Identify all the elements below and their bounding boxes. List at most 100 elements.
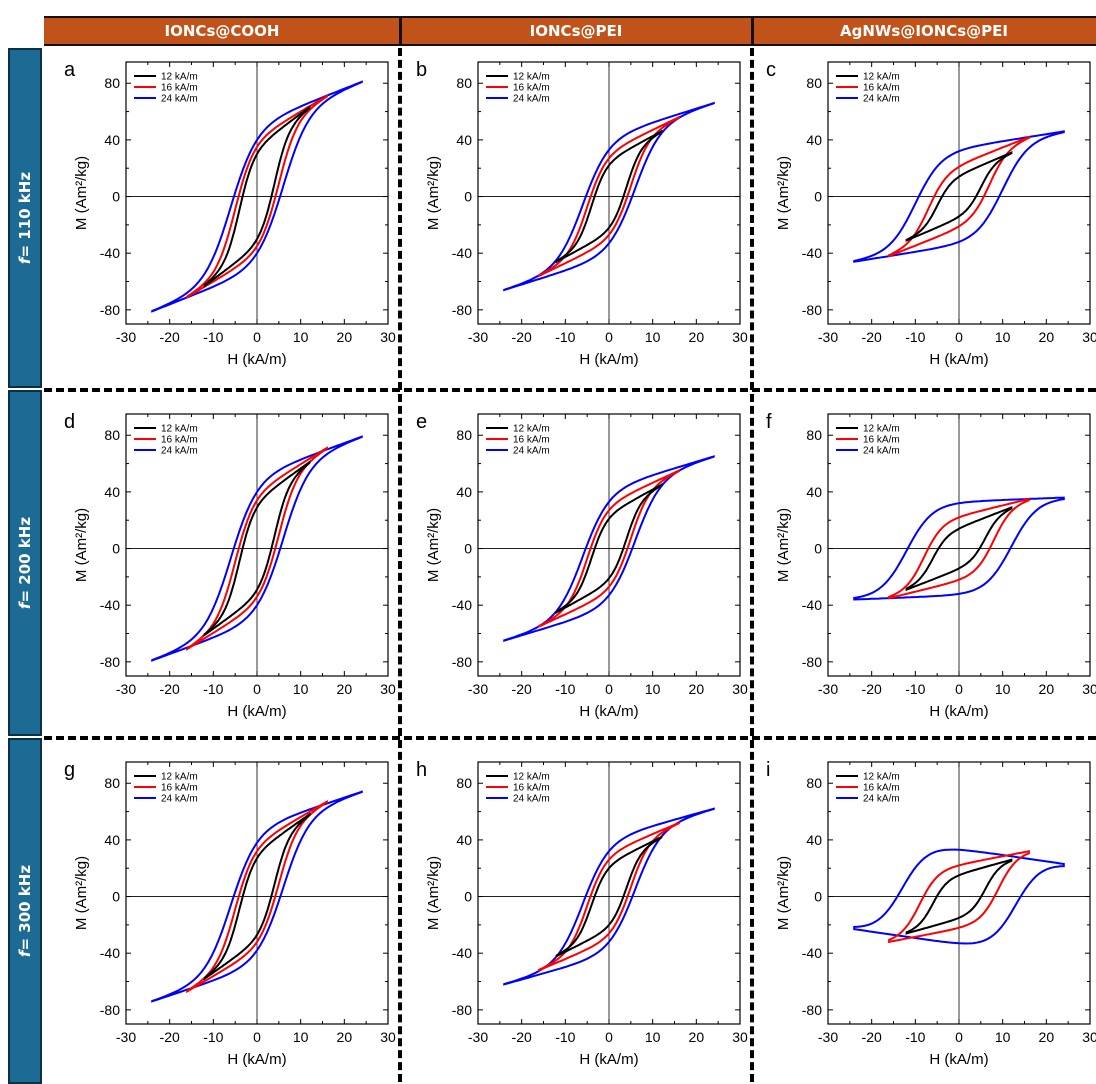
loop-24kam [853,130,1065,263]
y-tick-label: 80 [806,75,822,91]
y-tick-label: 40 [806,132,822,148]
column-divider [750,48,754,1082]
x-tick-label: 30 [732,1029,748,1045]
x-tick-label: -10 [555,1029,575,1045]
legend-label: 12 kA/m [863,72,900,83]
legend-label: 24 kA/m [513,94,550,105]
hysteresis-chart-c: c -30 -20 -10 0 10 20 30 -80 -40 0 40 80 H (kA/m) M (A… [766,59,1096,368]
y-tick-label: -80 [452,1002,472,1018]
row-header-f: f [16,950,34,958]
x-tick-label: 30 [732,329,748,345]
x-tick-label: -10 [555,681,575,697]
header-divider [751,16,754,46]
y-tick-label: 80 [806,775,822,791]
x-tick-label: 30 [1082,1029,1096,1045]
legend-label: 24 kA/m [161,94,198,105]
x-tick-label: -20 [512,1029,532,1045]
x-tick-label: 30 [1082,329,1096,345]
x-axis-label: H (kA/m) [579,1051,638,1068]
y-tick-label: 0 [464,189,472,205]
y-tick-label: 0 [814,541,822,557]
x-tick-label: 30 [380,329,396,345]
legend-label: 12 kA/m [161,772,198,783]
x-axis-label: H (kA/m) [579,351,638,368]
x-tick-label: -10 [905,681,925,697]
x-tick-label: 0 [955,1029,963,1045]
row-header-300khz: f= 300 kHz [8,738,42,1084]
column-header-agnws-ioncs-pei: AgNWs@IONCs@PEI [752,16,1096,46]
legend-label: 16 kA/m [863,83,900,94]
x-axis-label: H (kA/m) [227,1051,286,1068]
x-tick-label: 20 [337,1029,353,1045]
x-tick-label: -30 [116,1029,136,1045]
y-tick-label: 80 [456,427,472,443]
y-tick-label: 0 [464,541,472,557]
column-divider [398,48,402,1082]
panel-letter: b [416,59,427,81]
panel-letter: i [766,759,770,781]
column-header-ioncs-cooh: IONCs@COOH [44,16,400,46]
y-tick-label: -80 [452,302,472,318]
y-tick-label: -80 [100,654,120,670]
x-tick-label: -20 [862,329,882,345]
x-axis-label: H (kA/m) [929,1051,988,1068]
x-tick-label: 10 [293,329,309,345]
legend-label: 12 kA/m [161,72,198,83]
y-tick-label: 0 [112,541,120,557]
loop-24kam [151,790,363,1003]
y-tick-label: -40 [452,945,472,961]
y-tick-label: 40 [104,832,120,848]
x-tick-label: 30 [380,681,396,697]
x-axis-label: H (kA/m) [227,351,286,368]
loop-16kam [888,849,1030,944]
y-tick-label: 80 [456,775,472,791]
y-tick-label: -80 [100,1002,120,1018]
x-tick-label: 10 [645,681,661,697]
x-tick-label: 10 [995,681,1011,697]
row-divider [44,736,1096,740]
legend-label: 24 kA/m [513,794,550,805]
y-axis-label: M (Am²/kg) [775,856,792,930]
y-axis-label: M (Am²/kg) [775,508,792,582]
loop-16kam [538,821,680,972]
x-tick-label: -20 [512,681,532,697]
hysteresis-chart-h: h -30 -20 -10 0 10 20 30 -80 -40 0 40 80 H (kA/m) M (A… [416,759,748,1068]
legend-label: 12 kA/m [161,424,198,435]
legend-label: 12 kA/m [513,772,550,783]
loop-24kam [151,80,363,313]
x-tick-label: 0 [955,681,963,697]
y-tick-label: 40 [806,832,822,848]
row-header-f: f [16,602,34,610]
legend-label: 24 kA/m [863,446,900,457]
legend-label: 24 kA/m [161,794,198,805]
hysteresis-chart-a: a -30 -20 -10 0 10 20 30 -80 -40 0 40 80 H (kA/m) M (A… [64,59,396,368]
x-axis-label: H (kA/m) [929,703,988,720]
x-tick-label: -10 [555,329,575,345]
y-tick-label: 0 [112,189,120,205]
y-axis-label: M (Am²/kg) [775,156,792,230]
y-tick-label: 40 [104,484,120,500]
x-axis-label: H (kA/m) [227,703,286,720]
y-tick-label: 40 [456,132,472,148]
panel-letter: e [416,411,427,433]
x-tick-label: 0 [253,1029,261,1045]
loop-12kam [905,858,1013,935]
hysteresis-chart-d: d -30 -20 -10 0 10 20 30 -80 -40 0 40 80 H (kA/m) M (A… [64,411,396,720]
panel-letter: d [64,411,75,433]
x-tick-label: 0 [955,329,963,345]
loop-16kam [538,469,680,628]
y-tick-label: -40 [100,245,120,261]
y-tick-label: 0 [814,189,822,205]
row-divider [44,388,1096,392]
x-tick-label: 0 [605,329,613,345]
loop-24kam [853,848,1065,945]
legend-label: 24 kA/m [863,794,900,805]
row-header-frequency: = 110 kHz [16,171,34,258]
x-tick-label: -20 [160,329,180,345]
column-header-ioncs-pei: IONCs@PEI [400,16,752,46]
x-tick-label: 10 [645,1029,661,1045]
legend-label: 12 kA/m [863,772,900,783]
loop-24kam [853,496,1065,601]
x-axis-label: H (kA/m) [579,703,638,720]
legend-label: 24 kA/m [513,446,550,457]
